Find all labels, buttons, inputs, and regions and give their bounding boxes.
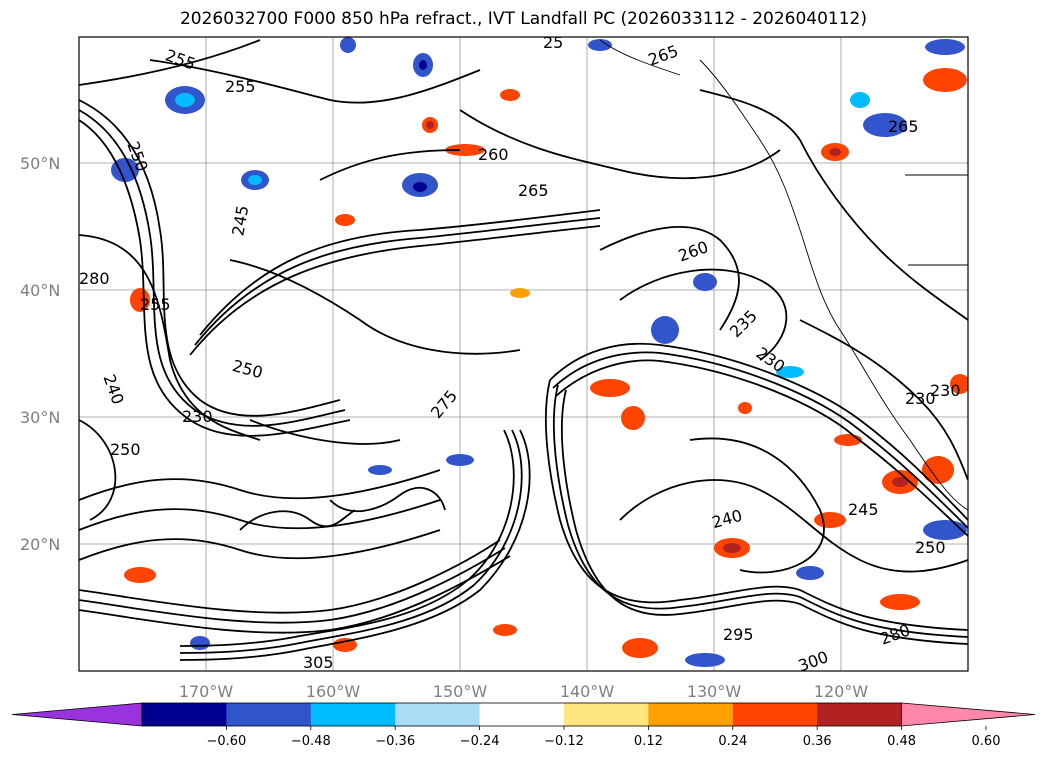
colorbar-extend-high — [901, 702, 1036, 727]
colorbar-segment — [479, 703, 565, 726]
map-background — [79, 37, 968, 671]
lon-label-170w: 170°W — [179, 682, 234, 701]
contour-label: 295 — [723, 625, 754, 644]
colorbar-tick-label: −0.24 — [460, 734, 500, 749]
contour-label: 250 — [110, 440, 141, 459]
contour-label: 245 — [848, 500, 879, 519]
colorbar-segment — [142, 703, 227, 726]
contour-label: 230 — [930, 381, 961, 400]
colorbar-tick-label: 0.36 — [803, 734, 832, 749]
contour-label: 265 — [888, 117, 919, 136]
lat-label-50n: 50°N — [20, 154, 60, 173]
lon-label-160w: 160°W — [306, 682, 361, 701]
contour-label: 265 — [518, 181, 549, 200]
contour-label: 230 — [182, 407, 213, 426]
contour-label: 305 — [303, 653, 334, 672]
colorbar-tick-label: 0.12 — [634, 734, 663, 749]
lat-label-30n: 30°N — [20, 408, 60, 427]
lon-label-120w: 120°W — [814, 682, 869, 701]
colorbar-tick-label: 0.24 — [718, 734, 747, 749]
lat-label-40n: 40°N — [20, 281, 60, 300]
lon-label-140w: 140°W — [560, 682, 615, 701]
contour-label: 25 — [543, 33, 563, 52]
lon-label-150w: 150°W — [433, 682, 488, 701]
lon-label-130w: 130°W — [687, 682, 742, 701]
contour-lines — [79, 39, 968, 661]
colorbar-tick-label: 0.60 — [972, 734, 1001, 749]
colorbar-tick-label: −0.60 — [206, 734, 246, 749]
colorbar-segment — [564, 703, 649, 726]
colorbar-extend-low — [11, 702, 143, 727]
colorbar-tick-label: 0.48 — [887, 734, 916, 749]
lat-label-20n: 20°N — [20, 535, 60, 554]
contour-label: 260 — [478, 145, 509, 164]
contour-label: 280 — [79, 269, 110, 288]
contour-label: 230 — [905, 389, 936, 408]
colorbar-tick-label: −0.48 — [291, 734, 331, 749]
colorbar-segment — [226, 703, 312, 726]
filled-contours — [111, 37, 968, 667]
contour-label: 255 — [140, 295, 171, 314]
contour-label: 250 — [915, 538, 946, 557]
colorbar-segment — [648, 703, 734, 726]
colorbar-segment — [732, 703, 818, 726]
colorbar-outline — [141, 702, 902, 727]
contour-label: 255 — [225, 77, 256, 96]
map-frame — [78, 36, 969, 672]
colorbar-segment — [310, 703, 396, 726]
colorbar-segment — [395, 703, 481, 726]
colorbar-tick-label: −0.12 — [544, 734, 584, 749]
coastlines — [599, 39, 968, 511]
map-title: 2026032700 F000 850 hPa refract., IVT La… — [179, 9, 867, 29]
colorbar-tick-label: −0.36 — [375, 734, 415, 749]
contour-label-group: 255 255 265 250 245 255 265 260 235 230 … — [79, 33, 961, 676]
colorbar-segment — [817, 703, 903, 726]
colorbar: −0.60 −0.48 −0.36 −0.24 −0.12 0.12 0.24 0.36 0.4… — [11, 702, 1036, 749]
